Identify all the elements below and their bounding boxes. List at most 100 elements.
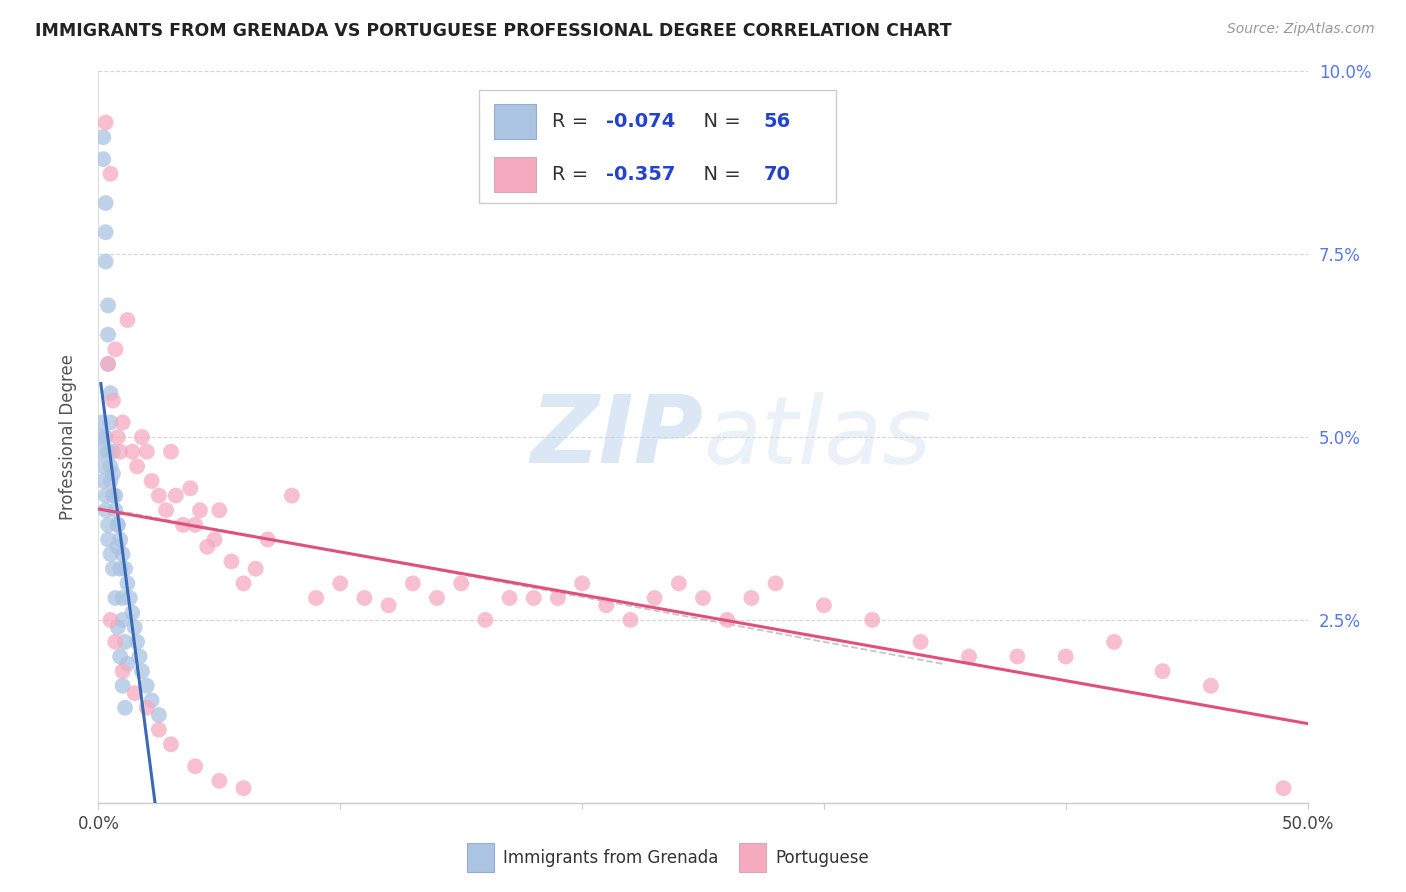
Point	[232, 576, 254, 591]
Point	[101, 467, 124, 481]
Point	[281, 489, 304, 503]
Point	[91, 152, 114, 166]
Point	[104, 635, 127, 649]
Point	[101, 489, 124, 503]
Point	[90, 430, 112, 444]
Point	[256, 533, 278, 547]
Point	[172, 517, 194, 532]
Text: R =: R =	[551, 112, 595, 131]
Point	[165, 489, 187, 503]
Point	[184, 759, 207, 773]
Point	[104, 489, 127, 503]
Point	[111, 547, 134, 561]
Point	[107, 517, 129, 532]
Point	[91, 130, 114, 145]
Point	[1272, 781, 1295, 796]
Point	[131, 664, 153, 678]
Point	[100, 474, 122, 488]
Point	[221, 554, 243, 568]
Point	[740, 591, 762, 605]
Point	[1199, 679, 1222, 693]
Point	[117, 657, 139, 671]
Text: N =: N =	[690, 165, 747, 184]
Point	[184, 517, 207, 532]
Point	[1102, 635, 1125, 649]
Point	[124, 686, 146, 700]
Point	[957, 649, 980, 664]
Point	[426, 591, 449, 605]
Point	[131, 430, 153, 444]
Point	[148, 723, 170, 737]
Point	[135, 700, 157, 714]
Point	[188, 503, 211, 517]
Text: Source: ZipAtlas.com: Source: ZipAtlas.com	[1227, 22, 1375, 37]
Point	[305, 591, 328, 605]
Point	[114, 562, 136, 576]
Point	[1054, 649, 1077, 664]
Point	[111, 591, 134, 605]
Point	[94, 225, 117, 239]
Point	[111, 679, 134, 693]
Point	[104, 343, 127, 357]
Point	[117, 313, 139, 327]
Point	[107, 540, 129, 554]
Text: R =: R =	[551, 165, 595, 184]
Point	[101, 393, 124, 408]
Point	[208, 503, 231, 517]
Point	[100, 459, 122, 474]
Point	[108, 562, 131, 576]
Point	[108, 649, 131, 664]
Text: ZIP: ZIP	[530, 391, 703, 483]
Point	[402, 576, 425, 591]
Point	[118, 591, 141, 605]
Point	[127, 459, 149, 474]
Point	[668, 576, 690, 591]
Point	[141, 693, 163, 707]
Point	[111, 613, 134, 627]
Text: IMMIGRANTS FROM GRENADA VS PORTUGUESE PROFESSIONAL DEGREE CORRELATION CHART: IMMIGRANTS FROM GRENADA VS PORTUGUESE PR…	[35, 22, 952, 40]
Point	[101, 444, 124, 458]
Point	[100, 167, 122, 181]
Y-axis label: Professional Degree: Professional Degree	[59, 354, 77, 520]
Point	[179, 481, 201, 495]
Point	[94, 254, 117, 268]
Point	[117, 576, 139, 591]
FancyBboxPatch shape	[494, 157, 536, 193]
Point	[97, 298, 120, 312]
Text: -0.357: -0.357	[606, 165, 676, 184]
Point	[765, 576, 787, 591]
Text: 56: 56	[763, 112, 790, 131]
Point	[135, 444, 157, 458]
Point	[619, 613, 641, 627]
Point	[124, 620, 146, 634]
Point	[692, 591, 714, 605]
Point	[377, 599, 399, 613]
Point	[329, 576, 352, 591]
Text: Portuguese: Portuguese	[776, 848, 869, 867]
Point	[860, 613, 883, 627]
Point	[91, 459, 114, 474]
Point	[204, 533, 226, 547]
Point	[97, 357, 120, 371]
FancyBboxPatch shape	[494, 103, 536, 139]
Text: N =: N =	[690, 112, 747, 131]
Point	[353, 591, 375, 605]
Point	[100, 547, 122, 561]
Point	[232, 781, 254, 796]
Point	[121, 444, 143, 458]
Point	[104, 503, 127, 517]
Point	[155, 503, 177, 517]
FancyBboxPatch shape	[479, 90, 837, 203]
Point	[910, 635, 932, 649]
Point	[100, 613, 122, 627]
Point	[148, 489, 170, 503]
Point	[644, 591, 666, 605]
FancyBboxPatch shape	[467, 843, 494, 872]
Point	[195, 540, 218, 554]
Point	[208, 773, 231, 788]
Point	[100, 416, 122, 430]
Point	[141, 474, 163, 488]
Point	[94, 115, 117, 129]
Point	[450, 576, 472, 591]
Point	[474, 613, 496, 627]
